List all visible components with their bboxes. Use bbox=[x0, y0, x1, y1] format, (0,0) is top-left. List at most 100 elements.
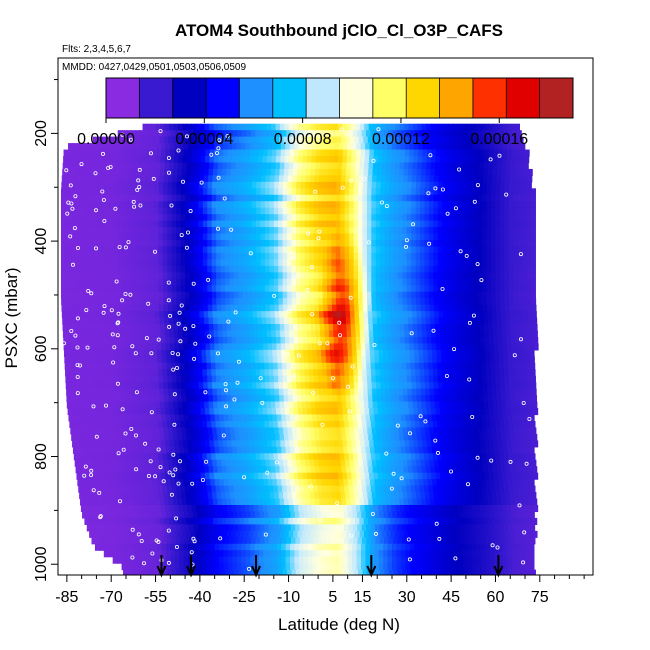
heat-cell bbox=[101, 382, 107, 390]
heat-cell bbox=[500, 181, 506, 189]
heat-cell bbox=[222, 408, 228, 416]
heat-cell bbox=[150, 395, 156, 403]
heat-cell bbox=[269, 194, 275, 202]
heat-cell bbox=[358, 181, 364, 189]
heat-cell bbox=[495, 298, 501, 306]
heat-cell bbox=[372, 168, 378, 176]
heat-cell bbox=[168, 175, 174, 183]
heat-cell bbox=[234, 388, 240, 396]
heat-cell bbox=[167, 259, 173, 267]
heat-cell bbox=[304, 233, 310, 241]
heat-cell bbox=[76, 143, 82, 151]
heat-cell bbox=[252, 311, 258, 319]
heat-cell bbox=[524, 149, 530, 157]
heat-cell bbox=[396, 356, 402, 364]
heat-cell bbox=[382, 149, 388, 157]
heat-cell bbox=[158, 201, 164, 209]
heat-cell bbox=[496, 317, 502, 325]
heat-cell bbox=[420, 291, 426, 299]
heat-cell bbox=[198, 259, 204, 267]
heat-cell bbox=[91, 246, 98, 254]
heat-cell bbox=[478, 304, 484, 312]
heat-cell bbox=[65, 304, 71, 312]
heat-cell bbox=[176, 194, 182, 202]
heat-cell bbox=[260, 369, 266, 377]
heat-cell bbox=[300, 298, 306, 306]
heat-cell bbox=[69, 278, 75, 286]
heat-cell bbox=[217, 168, 223, 176]
heat-cell bbox=[263, 343, 269, 351]
heat-cell bbox=[233, 369, 239, 377]
heat-cell bbox=[430, 395, 436, 403]
heat-cell bbox=[174, 414, 180, 422]
heat-cell bbox=[135, 130, 141, 138]
heat-cell bbox=[519, 408, 525, 416]
heat-cell bbox=[140, 201, 146, 209]
heat-cell bbox=[472, 356, 478, 364]
heat-cell bbox=[460, 181, 466, 189]
heat-cell bbox=[247, 220, 253, 228]
heat-cell bbox=[235, 123, 241, 131]
heat-cell bbox=[408, 162, 414, 170]
heat-cell bbox=[291, 272, 297, 280]
heat-cell bbox=[336, 388, 342, 396]
heat-cell bbox=[296, 382, 302, 390]
heat-cell bbox=[354, 304, 360, 312]
heat-cell bbox=[211, 246, 217, 254]
heat-cell bbox=[496, 175, 502, 183]
heat-cell bbox=[158, 259, 164, 267]
heat-cell bbox=[217, 395, 223, 403]
heat-cell bbox=[171, 375, 177, 383]
heat-cell bbox=[87, 201, 93, 209]
heat-cell bbox=[262, 330, 268, 338]
heat-cell bbox=[101, 304, 107, 312]
heat-cell bbox=[157, 130, 163, 138]
heat-cell bbox=[433, 233, 439, 241]
heat-cell bbox=[309, 246, 315, 254]
heat-cell bbox=[508, 285, 514, 293]
heat-cell bbox=[504, 194, 510, 202]
heat-cell bbox=[364, 408, 370, 416]
heat-cell bbox=[375, 278, 381, 286]
heat-cell bbox=[110, 168, 117, 176]
heat-cell bbox=[244, 123, 250, 131]
heat-cell bbox=[214, 349, 220, 357]
heat-cell bbox=[69, 188, 75, 196]
heat-cell bbox=[145, 194, 151, 202]
heat-cell bbox=[233, 272, 239, 280]
heat-cell bbox=[520, 414, 526, 422]
heat-cell bbox=[451, 291, 457, 299]
heat-cell bbox=[478, 311, 484, 319]
heat-cell bbox=[446, 188, 452, 196]
heat-cell bbox=[247, 291, 253, 299]
heat-cell bbox=[215, 362, 221, 370]
heat-cell bbox=[322, 201, 328, 209]
heat-cell bbox=[496, 395, 502, 403]
heat-cell bbox=[376, 175, 382, 183]
heat-cell bbox=[280, 143, 286, 151]
heat-cell bbox=[332, 168, 338, 176]
heat-cell bbox=[165, 143, 171, 151]
heat-cell bbox=[75, 324, 81, 332]
heat-cell bbox=[268, 369, 275, 377]
heat-cell bbox=[238, 304, 244, 312]
heat-cell bbox=[86, 414, 92, 422]
heat-cell bbox=[216, 259, 222, 267]
heat-cell bbox=[293, 408, 299, 416]
heat-cell bbox=[506, 336, 512, 345]
heat-cell bbox=[220, 227, 226, 235]
heat-cell bbox=[526, 252, 532, 261]
heat-cell bbox=[65, 201, 71, 209]
heat-cell bbox=[105, 259, 111, 267]
heat-cell bbox=[256, 382, 262, 390]
heat-cell bbox=[279, 123, 286, 131]
heat-cell bbox=[262, 408, 268, 416]
heat-cell bbox=[207, 227, 213, 235]
heat-cell bbox=[423, 130, 429, 138]
heat-cell bbox=[304, 420, 310, 429]
heat-cell bbox=[363, 401, 369, 409]
heat-cell bbox=[129, 162, 135, 170]
heat-cell bbox=[497, 162, 503, 170]
heat-cell bbox=[125, 336, 131, 345]
heat-cell bbox=[459, 233, 466, 241]
